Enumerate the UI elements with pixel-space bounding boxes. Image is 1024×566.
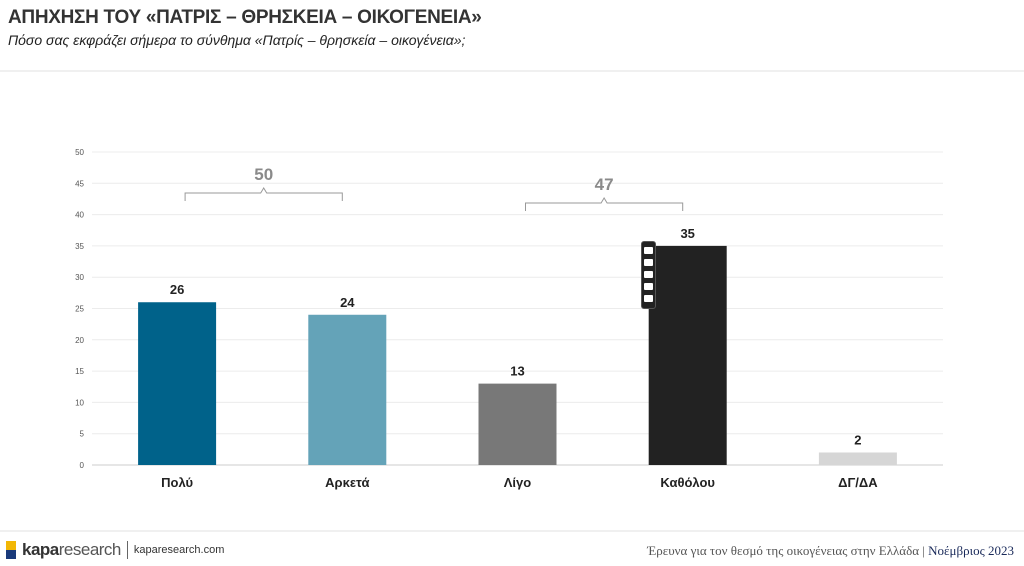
page-subtitle: Πόσο σας εκφράζει σήμερα το σύνθημα «Πατ… [8,32,466,48]
divider [0,530,1024,532]
x-tick-label: Πολύ [161,475,193,490]
gear-icon[interactable] [644,295,653,302]
bracket-label: 50 [254,165,273,184]
survey-date: Νοέμβριος 2023 [928,543,1014,558]
page-title: ΑΠΗΧΗΣΗ ΤΟΥ «ΠΑΤΡΙΣ – ΘΡΗΣΚΕΙΑ – ΟΙΚΟΓΕΝ… [8,7,482,28]
website-link[interactable]: kaparesearch.com [133,544,225,556]
y-tick-label: 5 [80,430,85,439]
bar [138,302,217,465]
logo-icon [6,541,16,559]
data-label: 24 [340,295,355,310]
y-tick-label: 15 [75,367,84,376]
bar [818,452,897,465]
copy-icon[interactable] [644,283,653,290]
pencil-icon[interactable] [644,247,653,254]
y-tick-label: 30 [75,273,84,282]
x-tick-label: Αρκετά [325,475,369,490]
bracket-label: 47 [595,175,614,194]
y-tick-label: 25 [75,305,84,314]
y-tick-label: 35 [75,242,84,251]
bracket [184,187,343,201]
y-tick-label: 10 [75,398,84,407]
bracket [525,197,684,211]
video-icon[interactable] [644,271,653,278]
camera-icon[interactable] [644,259,653,266]
data-label: 2 [854,432,861,447]
logo: kaparesearch [22,540,121,559]
bar [478,383,557,465]
bar-chart: 0 5 10 15 20 25 30 35 40 45 50 26 Πολύ 24 Αρκετά 13 Λίγο… [75,148,943,490]
data-label: 13 [510,364,524,379]
bar [308,314,387,465]
bar [648,245,727,465]
divider [0,70,1024,72]
y-tick-label: 20 [75,336,84,345]
y-tick-label: 50 [75,148,84,157]
footer-brand: kaparesearch kaparesearch.com [6,540,224,560]
y-tick-label: 0 [80,461,85,470]
x-tick-label: Καθόλου [660,475,715,490]
chart-toolbar[interactable] [641,241,656,309]
y-tick-label: 45 [75,179,84,188]
x-tick-label: Λίγο [504,475,532,490]
data-label: 35 [680,226,694,241]
x-tick-label: ΔΓ/ΔΑ [838,475,878,490]
footer-survey: Έρευνα για τον θεσμό της οικογένειας στη… [647,543,1014,558]
y-tick-label: 40 [75,211,84,220]
data-label: 26 [170,282,184,297]
